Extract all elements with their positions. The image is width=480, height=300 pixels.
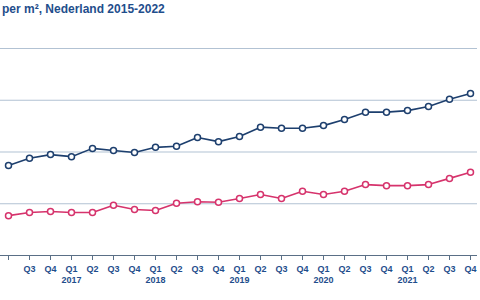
html-text:per m², Nederland 2015-2022: per m², Nederland 2015-2022	[2, 2, 165, 16]
svg-text:Q4: Q4	[44, 264, 56, 274]
svg-text:Q4: Q4	[464, 264, 476, 274]
svg-text:Q2: Q2	[170, 264, 182, 274]
svg-text:Q3: Q3	[107, 264, 119, 274]
svg-text:Q4: Q4	[128, 264, 140, 274]
svg-text:Q3: Q3	[359, 264, 371, 274]
svg-text:Q3: Q3	[443, 264, 455, 274]
svg-text:Q12019: Q12019	[229, 264, 249, 285]
svg-text:Q4: Q4	[296, 264, 308, 274]
svg-text:Q4: Q4	[380, 264, 392, 274]
svg-text:Q12018: Q12018	[145, 264, 165, 285]
svg-text:Q3: Q3	[23, 264, 35, 274]
svg-text:Q12020: Q12020	[313, 264, 333, 285]
svg-text:Q12017: Q12017	[61, 264, 81, 285]
svg-text:Q2: Q2	[422, 264, 434, 274]
svg-text:Q12021: Q12021	[397, 264, 417, 285]
svg-text:Q3: Q3	[275, 264, 287, 274]
svg-text:Q3: Q3	[191, 264, 203, 274]
svg-text:Q4: Q4	[212, 264, 224, 274]
svg-text:Q2: Q2	[338, 264, 350, 274]
svg-text:Q2: Q2	[254, 264, 266, 274]
svg-text:Q2: Q2	[86, 264, 98, 274]
